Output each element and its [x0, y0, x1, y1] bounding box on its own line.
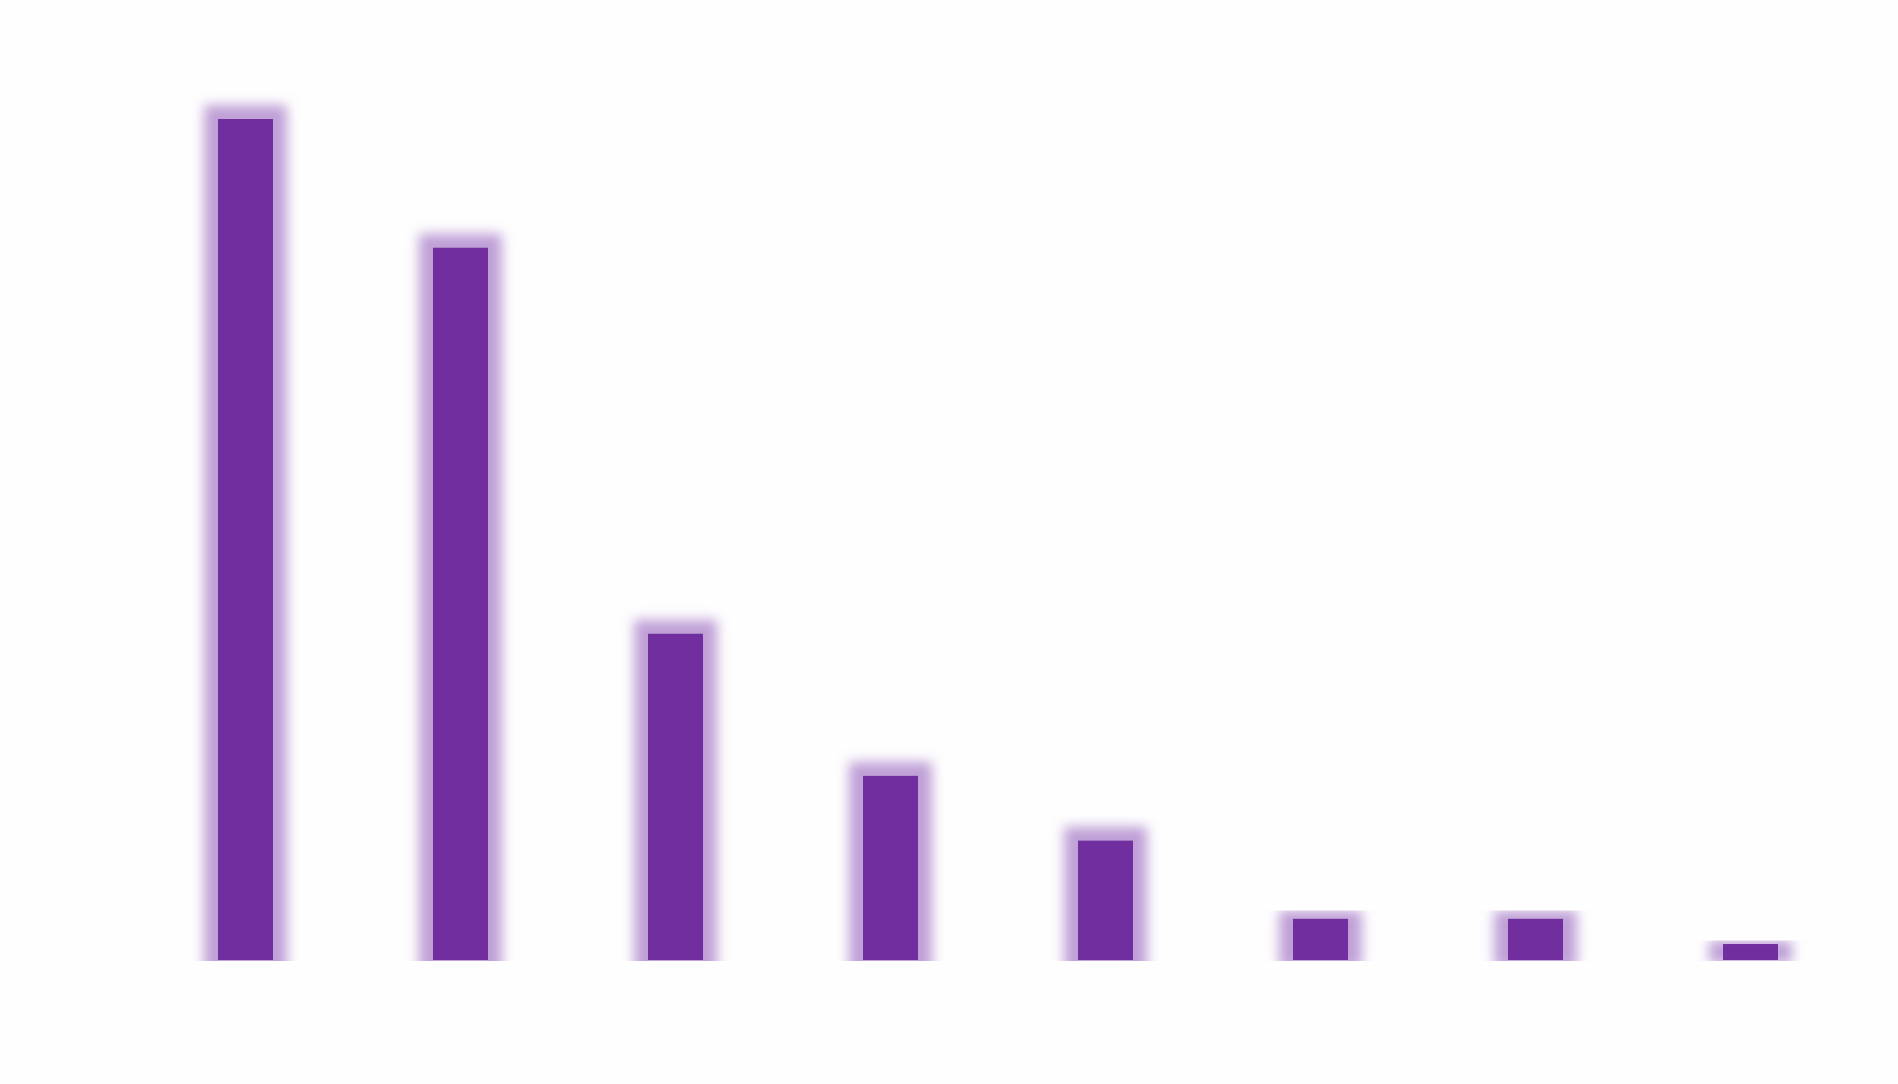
- bar: [1723, 944, 1778, 960]
- bar: [863, 775, 918, 960]
- bar: [1078, 840, 1133, 960]
- bar: [433, 247, 488, 961]
- bar: [1508, 918, 1563, 960]
- bar: [648, 633, 703, 960]
- bar-group: [218, 119, 1778, 961]
- bar: [218, 119, 273, 960]
- bar: [1293, 918, 1348, 960]
